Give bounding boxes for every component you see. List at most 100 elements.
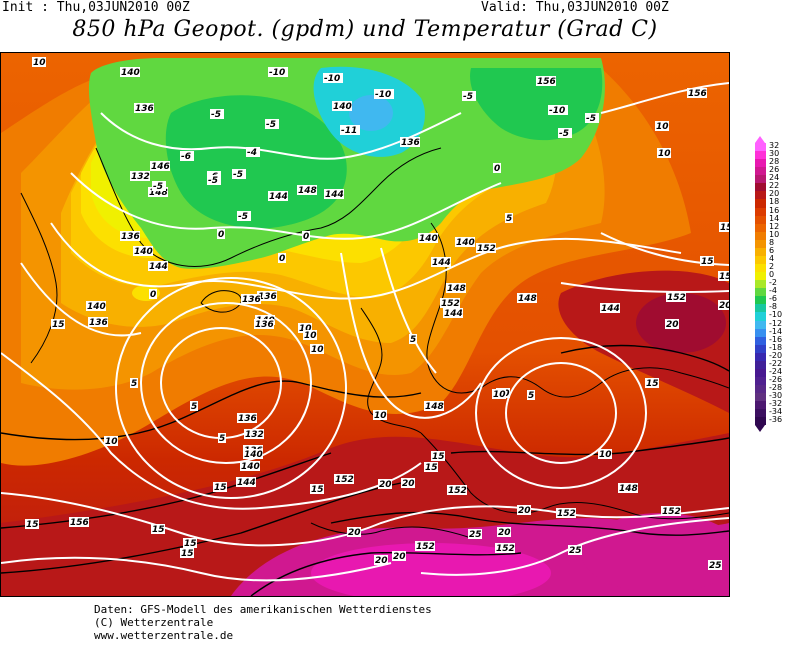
temperature-label-box bbox=[378, 479, 392, 489]
temperature-label: -4 bbox=[247, 148, 257, 158]
geopotential-label-box bbox=[244, 429, 264, 439]
geopotential-label: 152 bbox=[557, 509, 576, 519]
legend-label: -20 bbox=[769, 350, 783, 360]
geopotential-label: 156 bbox=[688, 89, 707, 99]
legend-swatch bbox=[755, 368, 766, 378]
temperature-label: 10 bbox=[493, 390, 506, 400]
geopotential-label-box bbox=[133, 246, 153, 256]
temperature-label: 15 bbox=[646, 379, 659, 389]
temperature-label: 15 bbox=[432, 452, 445, 462]
temperature-label-box bbox=[149, 289, 157, 299]
legend-label: -16 bbox=[769, 334, 783, 344]
legend-label: -4 bbox=[769, 286, 777, 296]
geopotential-label: 144 bbox=[149, 262, 168, 272]
legend-swatch bbox=[755, 280, 766, 289]
temperature-label: 25 bbox=[569, 546, 582, 556]
temperature-label: 20 bbox=[719, 301, 729, 311]
geopotential-label-box bbox=[536, 76, 556, 86]
legend-label: -18 bbox=[769, 342, 783, 352]
coastlines bbox=[20, 147, 729, 539]
temperature-label-box bbox=[232, 169, 246, 179]
temperature-label: -10 bbox=[549, 106, 565, 116]
geopotential-label: 144 bbox=[432, 258, 451, 268]
temperature-label-box bbox=[213, 482, 227, 492]
geopotential-label: 140 bbox=[121, 68, 140, 78]
temperature-label: 15 bbox=[719, 272, 729, 282]
temperature-label: 15 bbox=[214, 483, 227, 493]
legend-label: -12 bbox=[769, 318, 783, 328]
temperature-label: 15 bbox=[425, 463, 438, 473]
geopotential-label-box bbox=[415, 541, 435, 551]
geopotential-label-box bbox=[324, 189, 344, 199]
temperature-label: -5 bbox=[153, 182, 163, 192]
footer-credits: Daten: GFS-Modell des amerikanischen Wet… bbox=[94, 603, 432, 642]
geopotential-label: 140 bbox=[134, 247, 153, 257]
legend-label: -8 bbox=[769, 302, 777, 312]
geopotential-label-box bbox=[297, 185, 317, 195]
geopotential-label: 132 bbox=[245, 430, 264, 440]
geopotential-label: 140 bbox=[333, 102, 352, 112]
temperature-label-box bbox=[505, 213, 513, 223]
temperature-label-box bbox=[492, 389, 506, 399]
legend-swatch bbox=[755, 159, 766, 168]
temperature-label-box bbox=[424, 462, 438, 472]
legend-label: 0 bbox=[769, 270, 775, 280]
cold-arctic-blue bbox=[349, 95, 393, 131]
geopotential-label-box bbox=[237, 413, 257, 423]
temperature-label: 20 bbox=[379, 480, 392, 490]
legend-label: 16 bbox=[769, 205, 780, 215]
temperature-label: -11 bbox=[341, 126, 357, 136]
geopotential-label: 144 bbox=[325, 190, 344, 200]
geopotential-label: 140 bbox=[87, 302, 106, 312]
geopotential-label-box bbox=[495, 543, 515, 553]
temperature-label: 5 bbox=[219, 434, 225, 444]
legend-label: 12 bbox=[769, 221, 780, 231]
geopotential-label-box bbox=[148, 261, 168, 271]
temperature-label-box bbox=[645, 378, 659, 388]
geopotential-label: 156 bbox=[70, 518, 89, 528]
geopotential-label-box bbox=[120, 231, 140, 241]
temperature-label-box bbox=[51, 319, 65, 329]
temperature-label: -5 bbox=[586, 114, 596, 124]
geopotential-label: 148 bbox=[149, 188, 168, 198]
geopotential-label-box bbox=[148, 187, 168, 197]
temperature-label-box bbox=[210, 109, 224, 119]
geopotential-label: 140 bbox=[456, 238, 475, 248]
legend-label: -24 bbox=[769, 366, 783, 376]
geopotential-label: 152 bbox=[667, 293, 686, 303]
legend-arrow-bottom bbox=[755, 425, 765, 433]
geopotential-label: 148 bbox=[425, 402, 444, 412]
temperature-label-box bbox=[462, 91, 476, 101]
legend-swatch bbox=[755, 288, 766, 297]
temperature-label-box bbox=[497, 527, 511, 537]
legend-swatch bbox=[755, 272, 766, 281]
legend-label: -6 bbox=[769, 294, 777, 304]
legend-label: 2 bbox=[769, 262, 775, 272]
geopotential-label-box bbox=[424, 401, 444, 411]
legend-swatch bbox=[755, 401, 766, 410]
legend-arrow-top bbox=[755, 136, 765, 143]
temperature-label-box bbox=[409, 334, 417, 344]
temperature-label: 20 bbox=[393, 552, 406, 562]
geopotential-label: 136 bbox=[401, 138, 420, 148]
temperature-label: 5 bbox=[506, 214, 512, 224]
geopotential-label-box bbox=[120, 67, 140, 77]
legend-swatch bbox=[755, 239, 766, 248]
legend-swatch bbox=[755, 304, 766, 313]
temperature-label: -5 bbox=[233, 170, 243, 180]
geopotential-label-box bbox=[130, 171, 150, 181]
legend-label: -30 bbox=[769, 391, 783, 401]
legend-label: 26 bbox=[769, 165, 780, 175]
legend-swatch bbox=[755, 409, 766, 418]
geopotential-label-box bbox=[447, 485, 467, 495]
geopotential-label-box bbox=[332, 101, 352, 111]
geopotential-label-box bbox=[719, 222, 729, 232]
geopotential-label-box bbox=[440, 298, 460, 308]
temperature-label-box bbox=[218, 433, 226, 443]
legend-swatch bbox=[755, 377, 766, 386]
geopotential-label: 140 bbox=[241, 462, 260, 472]
geopotential-label-box bbox=[455, 237, 475, 247]
legend-swatch bbox=[755, 143, 766, 152]
temperature-label-box bbox=[700, 256, 714, 266]
geopotential-label-box bbox=[661, 506, 681, 516]
